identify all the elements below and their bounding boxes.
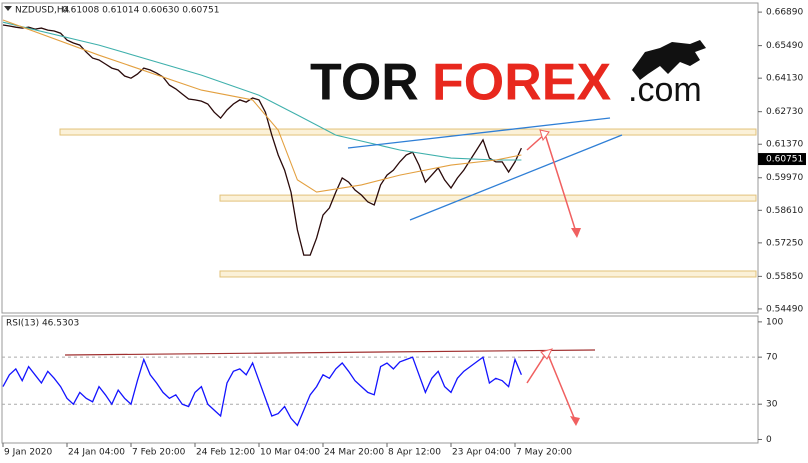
x-tick-label: 9 Jan 2020: [4, 448, 52, 458]
rsi-panel: [1, 315, 759, 444]
arrow-head: [571, 228, 581, 238]
y-tick-label: 100: [766, 317, 783, 327]
axes: 9 Jan 2020 24 Jan 04:00 7 Feb 20:00 24 Feb …: [2, 8, 806, 458]
y-tick-label: 0.66890: [766, 8, 803, 18]
bands: [2, 128, 758, 405]
arrow-head: [539, 129, 550, 142]
rsi-trend-line: [64, 349, 596, 356]
series-line: [2, 356, 522, 427]
last-price-label: 0.60751: [766, 155, 803, 165]
menu-arrow: [4, 6, 12, 11]
x-tick-label: 7 Feb 20:00: [132, 448, 186, 458]
price-panel: [1, 2, 759, 314]
level-band: [219, 194, 757, 202]
level-band: [59, 128, 757, 136]
y-tick-label: 0.65490: [766, 41, 803, 51]
y-tick-label: 0.55850: [766, 272, 803, 282]
trend-line: [347, 117, 611, 149]
x-tick-label: 24 Mar 20:00: [324, 448, 384, 458]
y-tick-label: 0.62730: [766, 107, 803, 117]
lines: [2, 19, 522, 427]
ohlc: 0.61008 0.61014 0.60630 0.60751: [62, 6, 219, 16]
y-tick-label: 70: [766, 353, 778, 363]
y-tick-label: 0.61370: [766, 140, 803, 150]
x-tick-label: 24 Jan 04:00: [68, 448, 125, 458]
x-tick-label: 10 Mar 04:00: [260, 448, 320, 458]
arrow-head: [540, 348, 553, 360]
x-tick-label: 24 Feb 12:00: [196, 448, 255, 458]
logo-bull: [632, 40, 706, 80]
chart-title: NZDUSD,H4: [15, 6, 70, 16]
level-band: [219, 270, 757, 278]
y-tick-label: 30: [766, 400, 778, 410]
y-tick-label: 0.58610: [766, 206, 803, 216]
logo-part: FOREX: [432, 54, 611, 112]
series-line: [2, 19, 522, 193]
logo-part: TOR: [310, 54, 419, 112]
y-tick-label: 0: [766, 435, 772, 445]
x-tick-label: 23 Apr 04:00: [452, 448, 511, 458]
y-tick-label: 0.57250: [766, 238, 803, 248]
y-tick-label: 0.54490: [766, 304, 803, 314]
x-tick-label: 8 Apr 12:00: [388, 448, 441, 458]
series-line: [2, 21, 522, 161]
series-line: [2, 24, 522, 256]
trend-line: [409, 134, 623, 221]
y-tick-label: 0.64130: [766, 74, 803, 84]
x-tick-label: 7 May 20:00: [516, 448, 572, 458]
y-tick-label: 0.59970: [766, 173, 803, 183]
arrow-head: [570, 416, 580, 426]
rsi-title: RSI(13) 46.5303: [6, 319, 79, 329]
last-price-box: [758, 153, 806, 166]
